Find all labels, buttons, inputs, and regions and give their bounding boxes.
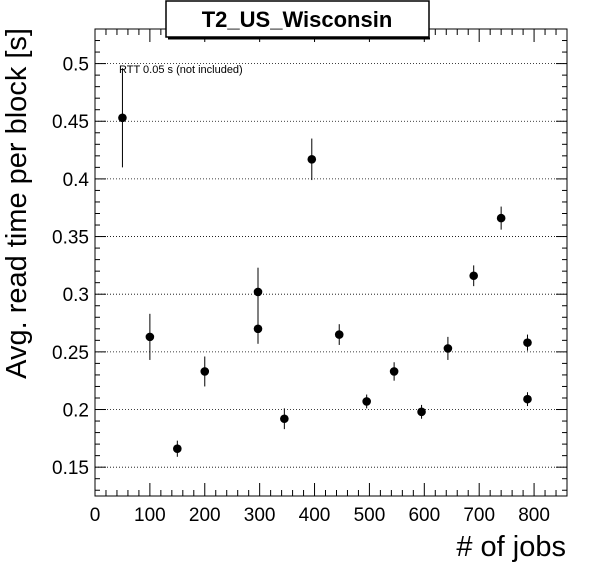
data-point: [334, 330, 344, 339]
x-tick-label: 400: [299, 505, 331, 526]
data-point: [417, 407, 426, 417]
data-point: [523, 338, 532, 347]
y-tick-label: 0.25: [52, 343, 89, 364]
x-tick-label: 600: [408, 505, 440, 526]
x-tick-label: 800: [518, 505, 550, 526]
data-point: [307, 154, 317, 164]
x-tick-label: 100: [134, 505, 166, 526]
y-tick-label: 0.4: [63, 170, 90, 191]
data-point: [496, 213, 506, 223]
y-tick-label: 0.35: [52, 228, 89, 249]
data-point: [362, 397, 371, 406]
data-point: [145, 332, 155, 342]
y-tick-label: 0.3: [63, 285, 89, 306]
y-axis-title: Avg. read time per block [s]: [1, 28, 33, 379]
data-point: [443, 344, 453, 353]
y-tick-label: 0.15: [52, 458, 89, 479]
data-point: [173, 444, 182, 454]
axes: 0.15 0.2 0.25 0.3 0.35 0.4 0.45 0.5 0 100 200 300 40…: [52, 28, 568, 526]
x-tick-label: 500: [354, 505, 386, 526]
data-point: [469, 271, 478, 281]
data-point: [200, 367, 210, 376]
data-point: [253, 324, 263, 334]
y-tick-label: 0.5: [63, 55, 89, 76]
plot-frame: [94, 28, 568, 497]
x-tick-label: 300: [244, 505, 276, 526]
data-point: [523, 394, 532, 404]
data-points: [118, 68, 532, 457]
y-tick-label: 0.45: [52, 112, 89, 133]
x-tick-label: 0: [90, 505, 101, 526]
data-point: [118, 113, 127, 123]
grid-lines: [95, 63, 567, 468]
data-point: [253, 287, 263, 297]
y-tick-label: 0.2: [63, 401, 89, 422]
x-axis-title: # of jobs: [456, 531, 566, 563]
rtt-annotation: RTT 0.05 s (not included): [119, 64, 243, 76]
x-tick-label: 200: [189, 505, 221, 526]
chart-title: T2_US_Wisconsin: [202, 7, 393, 32]
x-tick-label: 700: [463, 505, 495, 526]
data-point: [280, 414, 289, 424]
title-box: [165, 0, 430, 38]
data-point: [389, 367, 399, 376]
